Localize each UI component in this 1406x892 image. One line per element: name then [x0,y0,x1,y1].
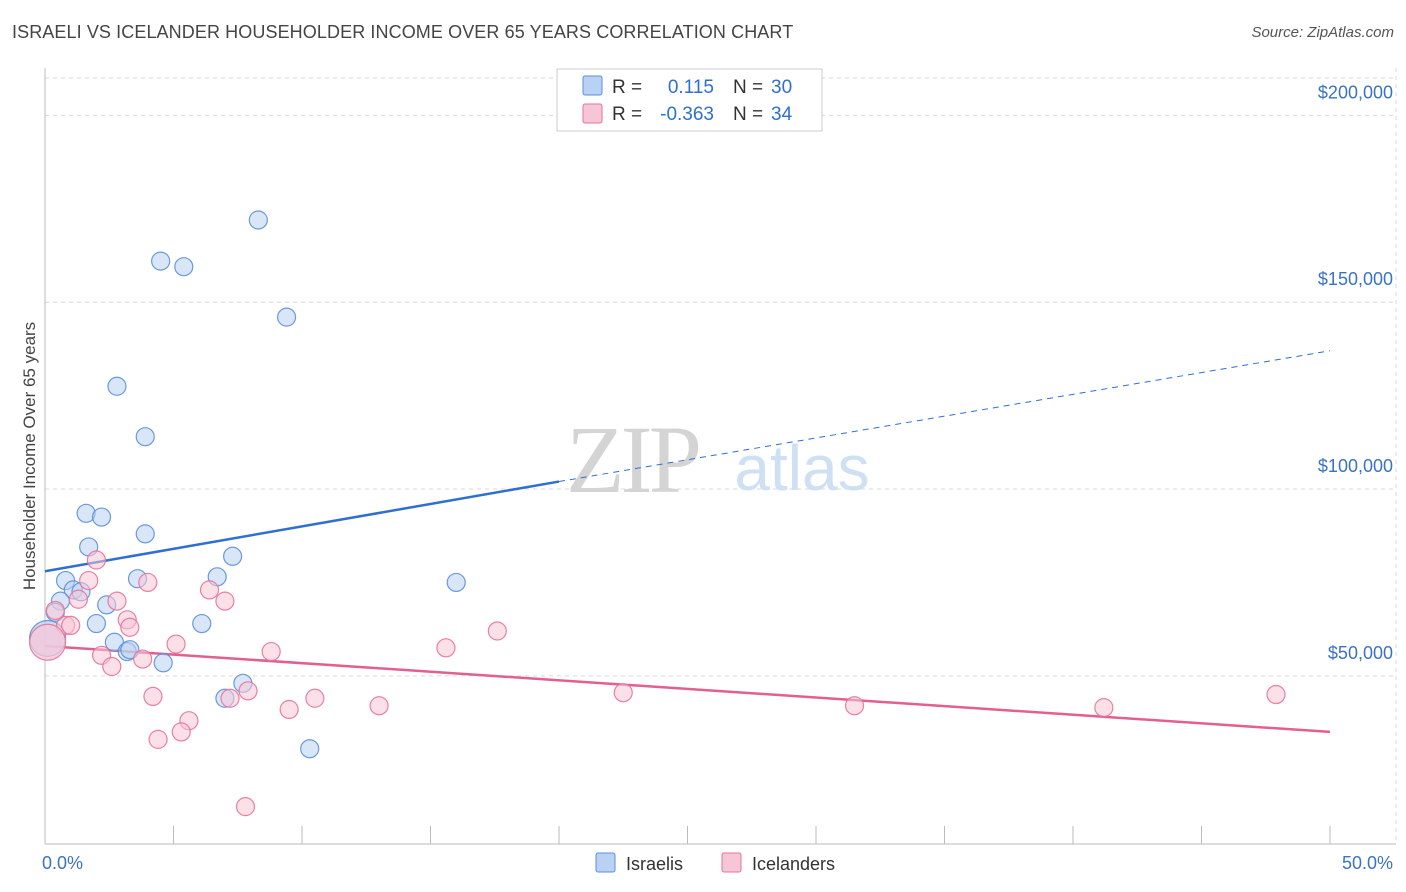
x-tick-label-max: 50.0% [1342,853,1393,873]
icelanders-point [107,591,127,611]
israelis-point [276,307,297,327]
icelanders-point [487,621,507,641]
legend-r-value-israelis: 0.115 [668,77,714,98]
israelis-point [104,632,124,652]
icelanders-point [102,656,122,677]
israelis-point [192,613,212,634]
trend-layer [44,350,1331,734]
legend-swatch-icelanders [582,103,603,124]
israelis-point [135,524,155,544]
icelanders-point [215,591,235,611]
chart-source: Source: ZipAtlas.com [1251,24,1394,41]
bottom-legend-label-icelanders: Icelanders [752,854,835,874]
icelanders-point [61,615,81,636]
trend-line-israelis-extension [558,350,1331,483]
israelis-point [120,640,140,660]
icelanders-point [305,688,325,708]
icelanders-point [1094,698,1114,718]
israelis-point [91,507,112,527]
bottom-legend-swatch-icelanders [721,852,742,873]
legend-n-label-icelanders: N = [733,104,763,125]
icelanders-point [28,623,67,661]
icelanders-point [138,572,158,593]
icelanders-point [279,699,299,720]
watermark-atlas: atlas [734,432,869,504]
icelanders-point [166,634,186,654]
icelanders-point [436,638,456,658]
y-tick-label: $150,000 [1318,269,1393,289]
y-axis-label: Householder Income Over 65 years [20,322,39,590]
tick-layer: $50,000 $100,000 $150,000 $200,000 0.0% 50.0% [42,82,1393,873]
israelis-point [248,210,268,230]
bottom-legend: Israelis Icelanders [595,852,835,874]
icelanders-point [148,729,168,749]
legend-r-label-icelanders: R = [612,104,642,125]
israelis-point [446,572,466,593]
chart-title: ISRAELI VS ICELANDER HOUSEHOLDER INCOME … [12,22,794,42]
trend-line-israelis [44,480,560,573]
axis-layer [44,68,1396,845]
icelanders-point [143,686,163,707]
trend-line-icelanders [44,644,1331,734]
israelis-point [300,739,320,759]
israelis-point [174,257,194,277]
top-legend: R = 0.115 N = 30 R = -0.363 N = 34 [556,68,823,132]
grid-layer [45,68,1397,844]
watermark: ZIP atlas [566,406,870,513]
icelanders-point [79,570,99,591]
icelanders-point [261,641,281,662]
icelanders-point [171,722,191,742]
x-tick-label-min: 0.0% [42,853,83,873]
icelanders-point [613,683,633,703]
points-layer [28,210,1286,817]
icelanders-point [844,696,865,716]
israelis-point [86,613,107,634]
israelis-point [135,427,155,447]
legend-n-label-israelis: N = [733,77,763,98]
icelanders-point [45,600,65,621]
israelis-point [151,251,171,271]
icelanders-point [199,580,220,600]
icelanders-point [120,617,140,637]
y-tick-label: $200,000 [1318,82,1393,102]
icelanders-point [86,550,107,570]
icelanders-point [220,688,240,708]
y-tick-label: $100,000 [1318,456,1393,476]
icelanders-point [68,589,89,609]
legend-r-value-icelanders: -0.363 [660,104,714,125]
bottom-legend-swatch-israelis [595,852,616,873]
icelanders-point [369,696,389,716]
icelanders-point [133,649,153,669]
bottom-legend-label-israelis: Israelis [626,854,683,874]
icelanders-point [235,797,256,817]
legend-r-label-israelis: R = [612,77,642,98]
israelis-point [153,653,173,673]
israelis-point [223,546,243,566]
legend-n-value-icelanders: 34 [771,104,793,125]
icelanders-point [1266,684,1286,705]
legend-n-value-israelis: 30 [771,77,792,98]
y-tick-label: $50,000 [1328,643,1393,663]
watermark-zip: ZIP [566,406,699,513]
legend-swatch-israelis [582,75,603,96]
icelanders-point [238,681,258,701]
israelis-point [107,376,127,396]
